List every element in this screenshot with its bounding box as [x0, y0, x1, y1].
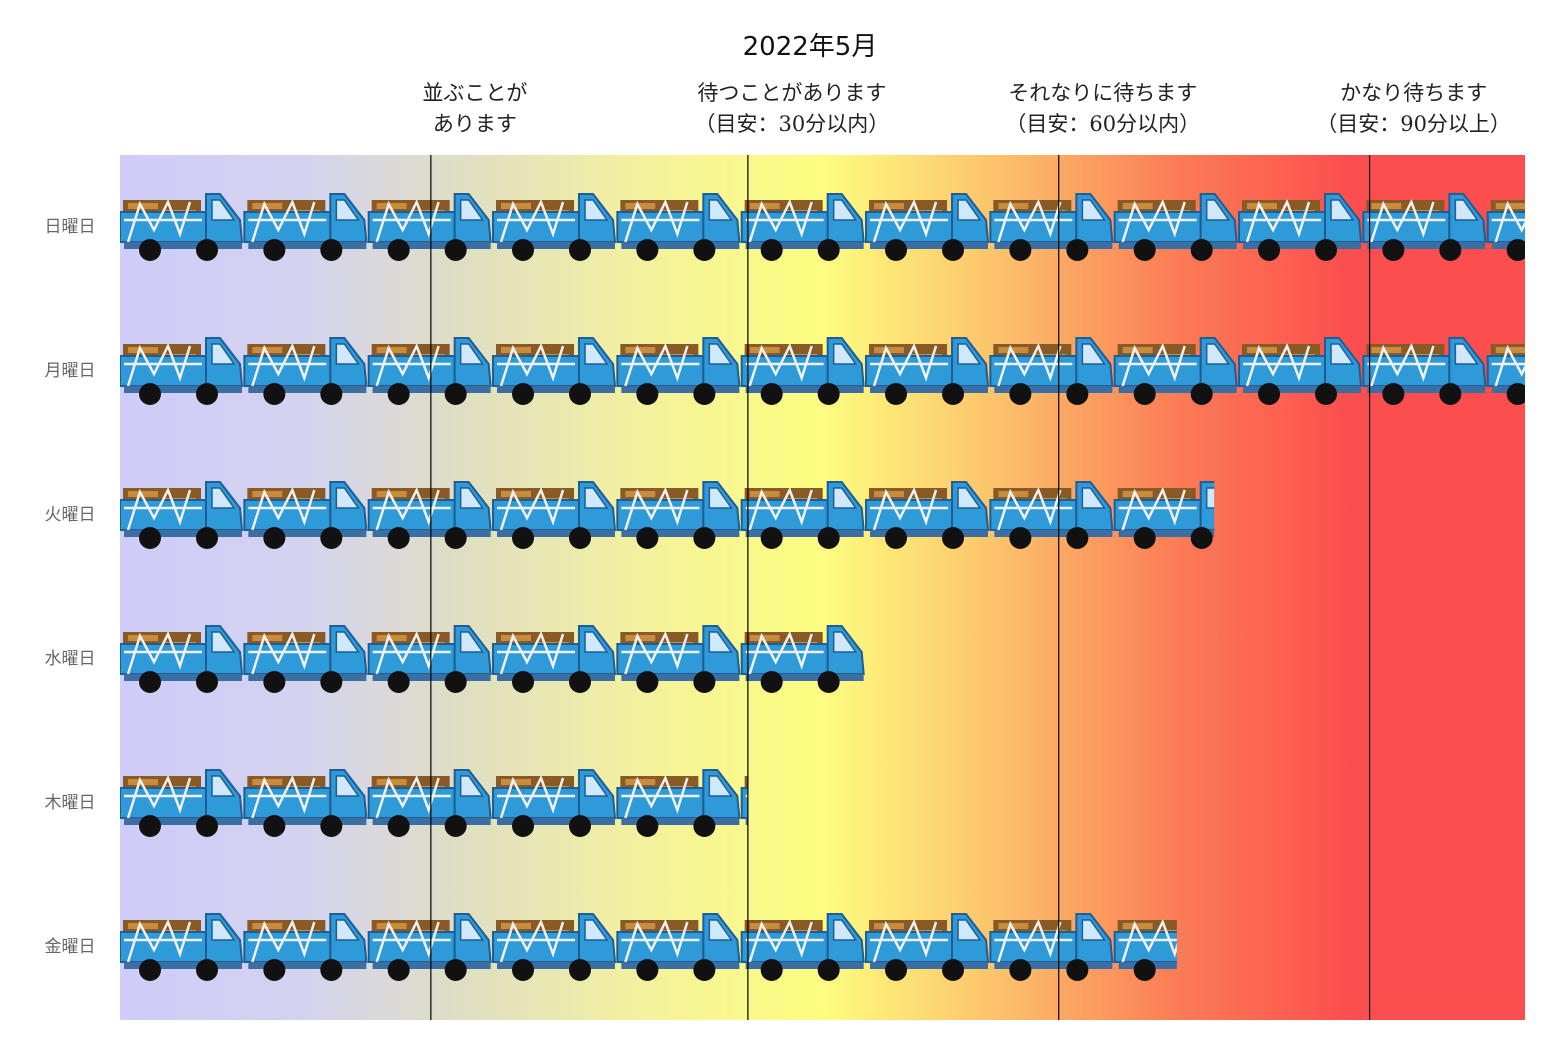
dump-truck-icon: [989, 337, 1114, 405]
bar-6: [120, 913, 1177, 981]
day-label: 月曜日: [45, 361, 96, 381]
dump-truck-icon: [616, 337, 741, 405]
dump-truck-icon: [616, 769, 741, 837]
dump-truck-icon: [492, 481, 617, 549]
dump-truck-icon: [492, 769, 617, 837]
bars-group: [120, 193, 1525, 981]
dump-truck-icon: [1113, 337, 1238, 405]
dump-truck-icon: [616, 913, 741, 981]
zone-label-1-line-1: 並ぶことが: [422, 81, 527, 105]
dump-truck-icon: [989, 193, 1114, 261]
dump-truck-icon: [989, 481, 1114, 549]
dump-truck-icon: [243, 913, 368, 981]
dump-truck-icon: [243, 625, 368, 693]
dump-truck-icon: [492, 913, 617, 981]
dump-truck-icon: [367, 193, 492, 261]
dump-truck-icon: [120, 193, 244, 261]
dump-truck-icon: [616, 625, 741, 693]
dump-truck-icon: [740, 193, 865, 261]
dump-truck-icon: [243, 481, 368, 549]
dump-truck-icon: [243, 337, 368, 405]
dump-truck-icon: [740, 913, 865, 981]
day-label: 水曜日: [45, 649, 96, 669]
dump-truck-icon: [492, 625, 617, 693]
day-label: 日曜日: [45, 217, 96, 237]
dump-truck-icon: [1113, 918, 1177, 981]
dump-truck-icon: [865, 193, 990, 261]
dump-truck-icon: [740, 776, 748, 825]
dump-truck-icon: [1113, 193, 1238, 261]
zone-lines: [430, 155, 1371, 1020]
dump-truck-icon: [865, 481, 990, 549]
dump-truck-icon: [367, 337, 492, 405]
zone-label-4-line-2: （目安：90分以上）: [1316, 112, 1511, 136]
plot-background: [120, 155, 1525, 1020]
dump-truck-icon: [989, 913, 1114, 981]
dump-truck-icon: [1362, 337, 1487, 405]
dump-truck-icon: [120, 481, 244, 549]
dump-truck-icon: [492, 193, 617, 261]
dump-truck-icon: [120, 625, 244, 693]
day-label: 木曜日: [45, 793, 96, 813]
zone-label-2-line-2: （目安：30分以内）: [695, 112, 890, 136]
dump-truck-icon: [1238, 337, 1363, 405]
zone-label-3-line-1: それなりに待ちます: [1008, 81, 1197, 105]
bar-4: [120, 625, 865, 693]
dump-truck-icon: [120, 337, 244, 405]
dump-truck-icon: [367, 913, 492, 981]
dump-truck-icon: [740, 481, 865, 549]
dump-truck-icon: [243, 769, 368, 837]
dump-truck-icon: [367, 625, 492, 693]
dump-truck-icon: [120, 913, 244, 981]
dump-truck-icon: [1486, 200, 1525, 261]
dump-truck-icon: [1113, 481, 1215, 549]
dump-truck-icon: [865, 337, 990, 405]
dump-truck-icon: [243, 193, 368, 261]
dump-truck-icon: [616, 481, 741, 549]
bar-3: [120, 481, 1215, 549]
dump-truck-icon: [1362, 193, 1487, 261]
bar-5: [120, 769, 748, 837]
day-label: 火曜日: [45, 505, 96, 525]
zone-label-1-line-2: あります: [433, 112, 517, 136]
bar-2: [120, 337, 1525, 405]
dump-truck-icon: [865, 913, 990, 981]
dump-truck-icon: [740, 625, 865, 693]
chart-title: 2022年5月: [743, 32, 878, 62]
dump-truck-icon: [1486, 344, 1525, 405]
zone-label-2-line-1: 待つことがあります: [697, 81, 886, 105]
dump-truck-icon: [492, 337, 617, 405]
zone-label-3-line-2: （目安：60分以内）: [1005, 112, 1200, 136]
dump-truck-icon: [740, 337, 865, 405]
dump-truck-icon: [1238, 193, 1363, 261]
zone-label-4-line-1: かなり待ちます: [1340, 81, 1487, 105]
day-label: 金曜日: [45, 937, 96, 957]
dump-truck-icon: [120, 769, 244, 837]
bar-1: [120, 193, 1525, 261]
dump-truck-icon: [367, 769, 492, 837]
dump-truck-icon: [616, 193, 741, 261]
